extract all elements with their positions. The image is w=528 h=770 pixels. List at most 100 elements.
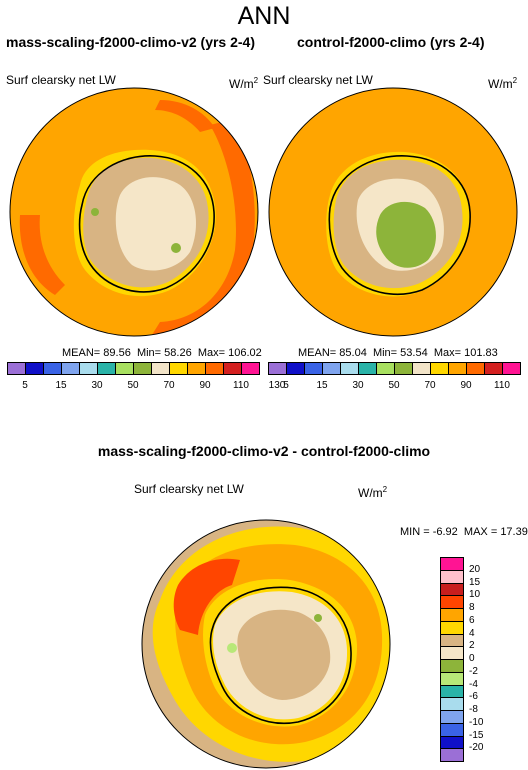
diff-colorbar-swatch xyxy=(440,646,464,660)
diff-colorbar-swatch xyxy=(440,633,464,648)
right-colorbar-tick-label: 50 xyxy=(388,380,400,391)
right-colorbar-swatch xyxy=(412,362,431,375)
left-red-west xyxy=(19,215,66,295)
left-colorbar-tick-label: 70 xyxy=(163,380,175,391)
right-colorbar-swatch xyxy=(268,362,287,375)
right-colorbar-tick-label: 15 xyxy=(316,380,328,391)
right-colorbar-tick-label: 5 xyxy=(283,380,289,391)
diff-colorbar-swatch xyxy=(440,748,464,762)
right-colorbar-swatch xyxy=(286,362,305,375)
diff-stats: MIN = -6.92 MAX = 17.39 xyxy=(400,526,528,538)
diff-colorbar-swatch xyxy=(440,722,464,737)
diff-colorbar-tick-label: 0 xyxy=(469,653,475,664)
left-colorbar-swatch xyxy=(241,362,260,375)
diff-coastline xyxy=(209,586,352,724)
left-colorbar-swatch xyxy=(169,362,188,375)
diff-colorbar-tick-label: 2 xyxy=(469,640,475,652)
left-green-spot-1 xyxy=(171,243,181,253)
diff-colorbar-swatch xyxy=(440,569,464,584)
right-colorbar-swatch xyxy=(394,362,413,375)
left-colorbar-labels: 5 15 30 50 70 90 110 130 xyxy=(7,380,285,394)
right-colorbar-swatch xyxy=(304,362,323,375)
left-colorbar-tick-label: 30 xyxy=(91,380,103,391)
diff-colorbar-labels: 20 15 10 8 6 4 2 0 -2 -4 -6 -8 -10 -15 -20 xyxy=(469,557,509,761)
diff-colorbar-tick-label: -10 xyxy=(469,716,484,728)
diff-colorbar-tick-label: 20 xyxy=(469,563,481,575)
left-colorbar-swatch xyxy=(7,362,26,375)
right-coastline xyxy=(328,155,471,295)
right-colorbar-labels: 5 15 30 50 70 90 110 130 xyxy=(268,380,520,394)
left-colorbar-swatch xyxy=(97,362,116,375)
left-colorbar-swatch xyxy=(43,362,62,375)
diff-polar-map xyxy=(142,520,390,768)
left-colorbar-tick-label: 110 xyxy=(233,380,249,391)
right-colorbar-swatch xyxy=(502,362,521,375)
diff-colorbar-swatch xyxy=(440,697,464,711)
right-colorbar-swatch xyxy=(376,362,395,375)
left-colorbar xyxy=(7,362,260,375)
left-colorbar-swatch xyxy=(205,362,224,375)
left-red-band xyxy=(150,120,255,336)
left-colorbar-swatch xyxy=(61,362,80,375)
diff-colorbar-tick-label: -8 xyxy=(469,704,478,715)
diff-green-spot-1 xyxy=(227,643,237,653)
right-colorbar-tick-label: 130 xyxy=(523,380,528,391)
diff-colorbar-tick-label: 15 xyxy=(469,576,481,588)
right-panel-title: control-f2000-climo (yrs 2-4) xyxy=(297,34,485,50)
diff-colorbar-swatch xyxy=(440,659,464,673)
diff-colorbar xyxy=(440,557,464,762)
diff-colorbar-swatch xyxy=(440,684,464,699)
right-polar-map xyxy=(269,88,517,336)
left-green-spot-2 xyxy=(91,208,99,216)
diff-colorbar-tick-label: 8 xyxy=(469,602,475,613)
diff-variable-label: Surf clearsky net LW xyxy=(134,482,244,496)
diff-colorbar-tick-label: -2 xyxy=(469,665,478,677)
right-green-interior xyxy=(376,201,436,268)
right-variable-label: Surf clearsky net LW xyxy=(263,73,373,87)
left-colorbar-tick-label: 130 xyxy=(268,380,286,391)
left-red-north xyxy=(155,100,215,132)
right-colorbar xyxy=(268,362,521,375)
right-colorbar-tick-label: 30 xyxy=(352,380,364,391)
left-cream-interior xyxy=(115,177,196,271)
diff-colorbar-swatch xyxy=(440,595,464,609)
diff-colorbar-tick-label: -20 xyxy=(469,742,484,754)
left-colorbar-tick-label: 5 xyxy=(22,380,28,391)
right-colorbar-swatch xyxy=(322,362,341,375)
diff-colorbar-tick-label: 10 xyxy=(469,589,481,601)
right-stats: MEAN= 85.04 Min= 53.54 Max= 101.83 xyxy=(298,347,498,359)
left-stats: MEAN= 89.56 Min= 58.26 Max= 106.02 xyxy=(62,347,262,359)
right-colorbar-tick-label: 90 xyxy=(460,380,472,391)
left-colorbar-swatch xyxy=(25,362,44,375)
right-colorbar-tick-label: 70 xyxy=(424,380,436,391)
diff-colorbar-tick-label: 4 xyxy=(469,627,475,639)
left-colorbar-swatch xyxy=(133,362,152,375)
diff-colorbar-swatch xyxy=(440,620,464,635)
diff-colorbar-swatch xyxy=(440,582,464,597)
diff-colorbar-tick-label: -6 xyxy=(469,691,478,703)
left-colorbar-tick-label: 90 xyxy=(199,380,211,391)
diff-colorbar-swatch xyxy=(440,710,464,724)
diff-colorbar-tick-label: -4 xyxy=(469,678,478,690)
diff-panel-title: mass-scaling-f2000-climo-v2 - control-f2… xyxy=(97,443,431,459)
diff-tan-interior xyxy=(237,609,331,700)
diff-green-spot-2 xyxy=(314,614,322,622)
diff-colorbar-swatch xyxy=(440,608,464,622)
left-variable-label: Surf clearsky net LW xyxy=(6,73,116,87)
right-colorbar-swatch xyxy=(430,362,449,375)
right-colorbar-swatch xyxy=(448,362,467,375)
diff-colorbar-swatch xyxy=(440,557,464,571)
right-colorbar-swatch xyxy=(340,362,359,375)
left-colorbar-swatch xyxy=(223,362,242,375)
left-colorbar-tick-label: 15 xyxy=(55,380,67,391)
right-colorbar-tick-label: 110 xyxy=(494,380,510,391)
left-colorbar-swatch xyxy=(115,362,134,375)
diff-colorbar-swatch xyxy=(440,735,464,750)
right-colorbar-swatch xyxy=(466,362,485,375)
left-colorbar-tick-label: 50 xyxy=(127,380,139,391)
left-units-label: W/m2 xyxy=(229,76,259,91)
diff-colorbar-tick-label: 6 xyxy=(469,614,475,626)
left-coastline xyxy=(78,155,215,293)
right-colorbar-swatch xyxy=(484,362,503,375)
